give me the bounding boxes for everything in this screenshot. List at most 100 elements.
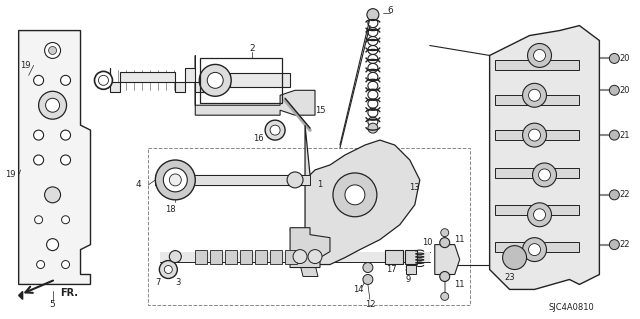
Text: 18: 18 [165,205,175,214]
Text: 23: 23 [504,273,515,282]
Circle shape [34,75,44,85]
Circle shape [34,130,44,140]
Circle shape [609,130,620,140]
Circle shape [61,155,70,165]
Circle shape [156,160,195,200]
Text: 14: 14 [353,285,363,294]
Circle shape [159,261,177,278]
Bar [161,252,430,262]
Circle shape [440,238,450,248]
Circle shape [363,274,373,285]
Bar [210,249,222,263]
Text: SJC4A0810: SJC4A0810 [548,303,595,312]
Circle shape [363,263,373,272]
Bar [200,58,282,103]
Circle shape [164,265,172,273]
Polygon shape [111,68,245,92]
Bar [156,175,310,185]
Circle shape [522,238,547,262]
Text: 22: 22 [620,190,630,199]
Polygon shape [295,249,313,262]
Circle shape [270,125,280,135]
Circle shape [534,49,545,62]
Polygon shape [290,230,308,241]
Bar [385,249,403,263]
Bar [230,73,290,87]
Text: 9: 9 [405,275,410,284]
Polygon shape [305,125,420,264]
Circle shape [61,75,70,85]
Bar [495,95,579,105]
Circle shape [163,168,188,192]
Circle shape [38,91,67,119]
Text: 4: 4 [136,180,141,189]
Text: 3: 3 [175,278,181,287]
Circle shape [61,216,70,224]
Circle shape [368,123,378,133]
Circle shape [527,43,552,67]
Bar [225,249,237,263]
Text: 20: 20 [620,86,630,95]
Text: 15: 15 [315,106,325,115]
Circle shape [609,190,620,200]
Circle shape [441,293,449,300]
Circle shape [609,54,620,63]
Circle shape [47,239,59,251]
Polygon shape [19,292,22,300]
Circle shape [367,9,379,21]
Polygon shape [435,245,460,274]
Circle shape [293,249,307,263]
Text: 11: 11 [454,235,465,244]
Circle shape [61,130,70,140]
Circle shape [522,83,547,107]
Text: 13: 13 [410,183,420,192]
Circle shape [308,249,322,263]
Bar [285,249,297,263]
Text: 5: 5 [50,300,56,309]
Circle shape [345,185,365,205]
Text: 19: 19 [5,170,16,179]
Circle shape [287,172,303,188]
Text: 22: 22 [620,240,630,249]
Circle shape [35,216,43,224]
Text: FR.: FR. [61,288,79,298]
Text: 1: 1 [317,180,323,189]
Circle shape [61,261,70,269]
Text: 11: 11 [454,280,465,289]
Text: 16: 16 [253,134,264,143]
Circle shape [529,244,541,256]
Text: 8: 8 [404,265,410,274]
Bar [270,249,282,263]
Circle shape [333,173,377,217]
Bar [255,249,267,263]
Circle shape [441,229,449,237]
Circle shape [45,98,60,112]
Circle shape [529,89,541,101]
Text: 6: 6 [387,6,393,15]
Bar [495,241,579,252]
Circle shape [199,64,231,96]
Circle shape [99,75,108,85]
Text: 2: 2 [250,44,255,53]
Bar [195,249,207,263]
Polygon shape [490,26,600,289]
Text: 7: 7 [156,278,161,287]
Circle shape [170,174,181,186]
Circle shape [95,71,113,89]
Text: 12: 12 [365,300,375,309]
Circle shape [440,271,450,281]
Text: 21: 21 [620,130,630,140]
Bar [406,264,416,274]
Bar [240,249,252,263]
Bar [405,249,417,263]
Text: 17: 17 [387,265,397,274]
Polygon shape [290,228,330,268]
Polygon shape [300,264,318,277]
Circle shape [45,42,61,58]
Text: 10: 10 [422,238,433,247]
Circle shape [34,155,44,165]
Bar [495,130,579,140]
Circle shape [36,261,45,269]
Bar [495,168,579,178]
Circle shape [522,123,547,147]
